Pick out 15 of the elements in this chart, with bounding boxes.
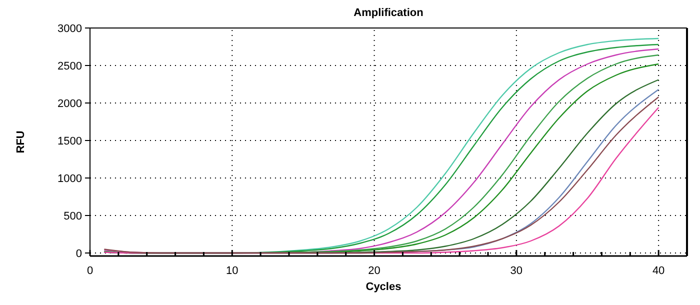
x-tick-label: 0 — [86, 265, 94, 277]
y-tick-label: 2000 — [58, 98, 82, 110]
x-axis-title: Cycles — [366, 281, 402, 293]
x-tick-label: 30 — [510, 265, 523, 277]
y-tick-label: 1500 — [58, 136, 82, 148]
x-tick-label: 20 — [368, 265, 380, 277]
y-axis-title: RFU — [15, 130, 27, 154]
y-tick-label: 0 — [76, 248, 82, 260]
y-tick-label: 3000 — [58, 23, 82, 35]
y-tick-label: 1000 — [58, 173, 82, 185]
chart-title: Amplification — [354, 7, 424, 19]
x-tick-label: 40 — [652, 265, 665, 277]
y-tick-label: 2500 — [58, 60, 82, 72]
x-tick-label: 10 — [226, 265, 238, 277]
y-tick-label: 500 — [64, 210, 82, 222]
